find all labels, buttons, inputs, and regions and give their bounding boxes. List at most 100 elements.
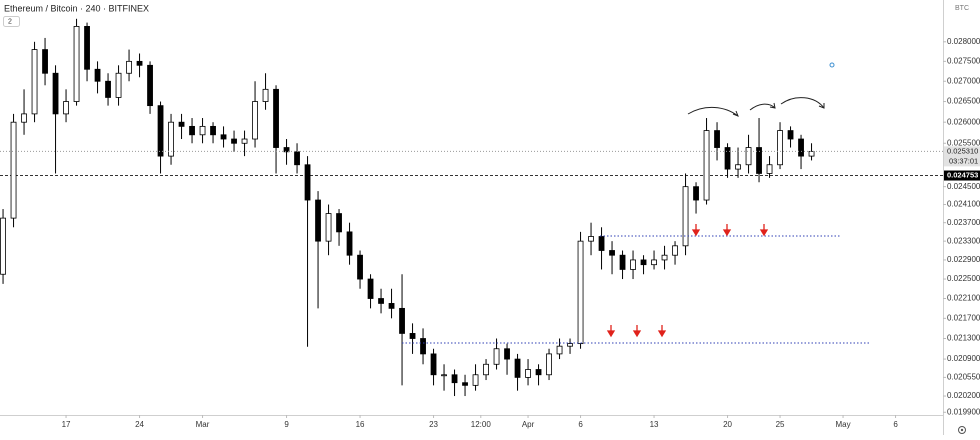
candle-body xyxy=(199,125,206,136)
x-tick-label: Mar xyxy=(196,420,210,429)
candle-body xyxy=(105,80,111,98)
candle-body xyxy=(651,259,657,266)
y-tick-label: 0.022900 xyxy=(947,255,980,264)
settings-icon[interactable] xyxy=(958,426,966,434)
x-tick-label: 20 xyxy=(723,420,732,429)
candle-body xyxy=(399,307,405,334)
candle-body xyxy=(493,348,500,365)
indicator-count[interactable]: 2 xyxy=(8,18,12,25)
candle-body xyxy=(735,164,741,170)
candle-body xyxy=(315,199,321,242)
candle-body xyxy=(252,101,258,140)
x-tick-label: 23 xyxy=(429,420,438,429)
y-tick-label: 0.024100 xyxy=(947,200,980,209)
candle-body xyxy=(598,236,605,251)
y-tick-label: 0.025500 xyxy=(947,138,980,147)
candle-body xyxy=(535,369,542,376)
candle-body xyxy=(241,138,248,144)
candle-body xyxy=(630,259,636,270)
y-tick-label: 0.028000 xyxy=(947,37,980,46)
candle-body xyxy=(472,374,479,386)
x-tick-label: 24 xyxy=(135,420,144,429)
candle-body xyxy=(210,125,216,136)
y-tick-label: 0.023300 xyxy=(947,236,980,245)
marker-circle xyxy=(829,62,835,68)
candle-body xyxy=(409,333,416,339)
y-tick-label: 0.027500 xyxy=(947,56,980,65)
candle-body xyxy=(777,130,783,166)
candle-body xyxy=(808,150,815,157)
candle-body xyxy=(178,121,185,127)
candle-body xyxy=(294,151,300,166)
x-tick-label: Apr xyxy=(522,420,535,429)
candle-body xyxy=(94,68,101,82)
y-tick-label: 0.022100 xyxy=(947,294,980,303)
candle-body xyxy=(766,164,773,174)
candle-body xyxy=(42,49,48,74)
candle-body xyxy=(304,164,311,201)
candle-body xyxy=(798,138,804,157)
candle-body xyxy=(283,147,290,153)
candle-body xyxy=(378,298,384,304)
candle-body xyxy=(420,338,426,355)
candle-body xyxy=(745,147,752,166)
last-close-label: 0.024753 xyxy=(947,171,978,180)
countdown: 03:37:01 xyxy=(949,156,978,165)
y-tick-label: 0.027000 xyxy=(947,76,980,85)
candle-body xyxy=(168,121,174,157)
last-close-tag xyxy=(944,170,980,181)
candle-body xyxy=(703,130,710,201)
candle-body xyxy=(577,240,584,345)
candle-body xyxy=(262,88,269,102)
x-tick-label: 13 xyxy=(650,420,659,429)
candle-body xyxy=(21,113,27,123)
candle-body xyxy=(724,147,731,170)
y-tick-label: 0.021300 xyxy=(947,334,980,343)
y-tick-label: 0.023700 xyxy=(947,218,980,227)
candle-body xyxy=(787,130,794,140)
symbol-title: Ethereum / Bitcoin · 240 · BITFINEX xyxy=(4,3,149,13)
candle-body xyxy=(10,121,17,219)
currency-label: BTC xyxy=(955,5,969,12)
candle-body xyxy=(357,254,363,280)
current-price-label: 0.025310 xyxy=(947,146,978,155)
candle-body xyxy=(588,236,594,242)
candle-body xyxy=(756,147,762,174)
x-tick-label: 6 xyxy=(578,420,583,429)
candle-body xyxy=(52,72,59,115)
candle-body xyxy=(661,254,668,261)
y-tick-label: 0.020200 xyxy=(947,391,980,400)
x-tick-label: 12:00 xyxy=(471,420,492,429)
candle-body xyxy=(0,217,6,275)
candle-body xyxy=(525,369,531,378)
x-tick-label: 9 xyxy=(284,420,289,429)
candle-body xyxy=(483,363,489,376)
candle-body xyxy=(346,231,353,256)
candle-body xyxy=(231,138,237,144)
x-tick-label: 25 xyxy=(776,420,785,429)
candle-body xyxy=(84,26,90,70)
candle-body xyxy=(514,358,521,378)
x-tick-label: May xyxy=(835,420,850,429)
candle-body xyxy=(714,130,720,148)
plot-area xyxy=(0,18,943,397)
red-arrows xyxy=(606,224,769,338)
candle-body xyxy=(672,245,678,256)
candle-body xyxy=(504,348,510,360)
candle-body xyxy=(63,101,69,115)
candle-body xyxy=(619,254,626,270)
candle-body xyxy=(73,26,80,102)
candle-body xyxy=(136,60,143,66)
candle-body xyxy=(556,345,563,355)
candle-body xyxy=(220,134,227,140)
candle-body xyxy=(325,213,332,242)
candle-body xyxy=(567,343,573,347)
indicator-toggle[interactable] xyxy=(3,16,20,27)
x-tick-label: 16 xyxy=(356,420,365,429)
drawings xyxy=(402,62,870,344)
candle-body xyxy=(126,60,132,74)
candle-body xyxy=(546,353,552,376)
candle-body xyxy=(451,374,458,384)
y-tick-label: 0.026500 xyxy=(947,97,980,106)
